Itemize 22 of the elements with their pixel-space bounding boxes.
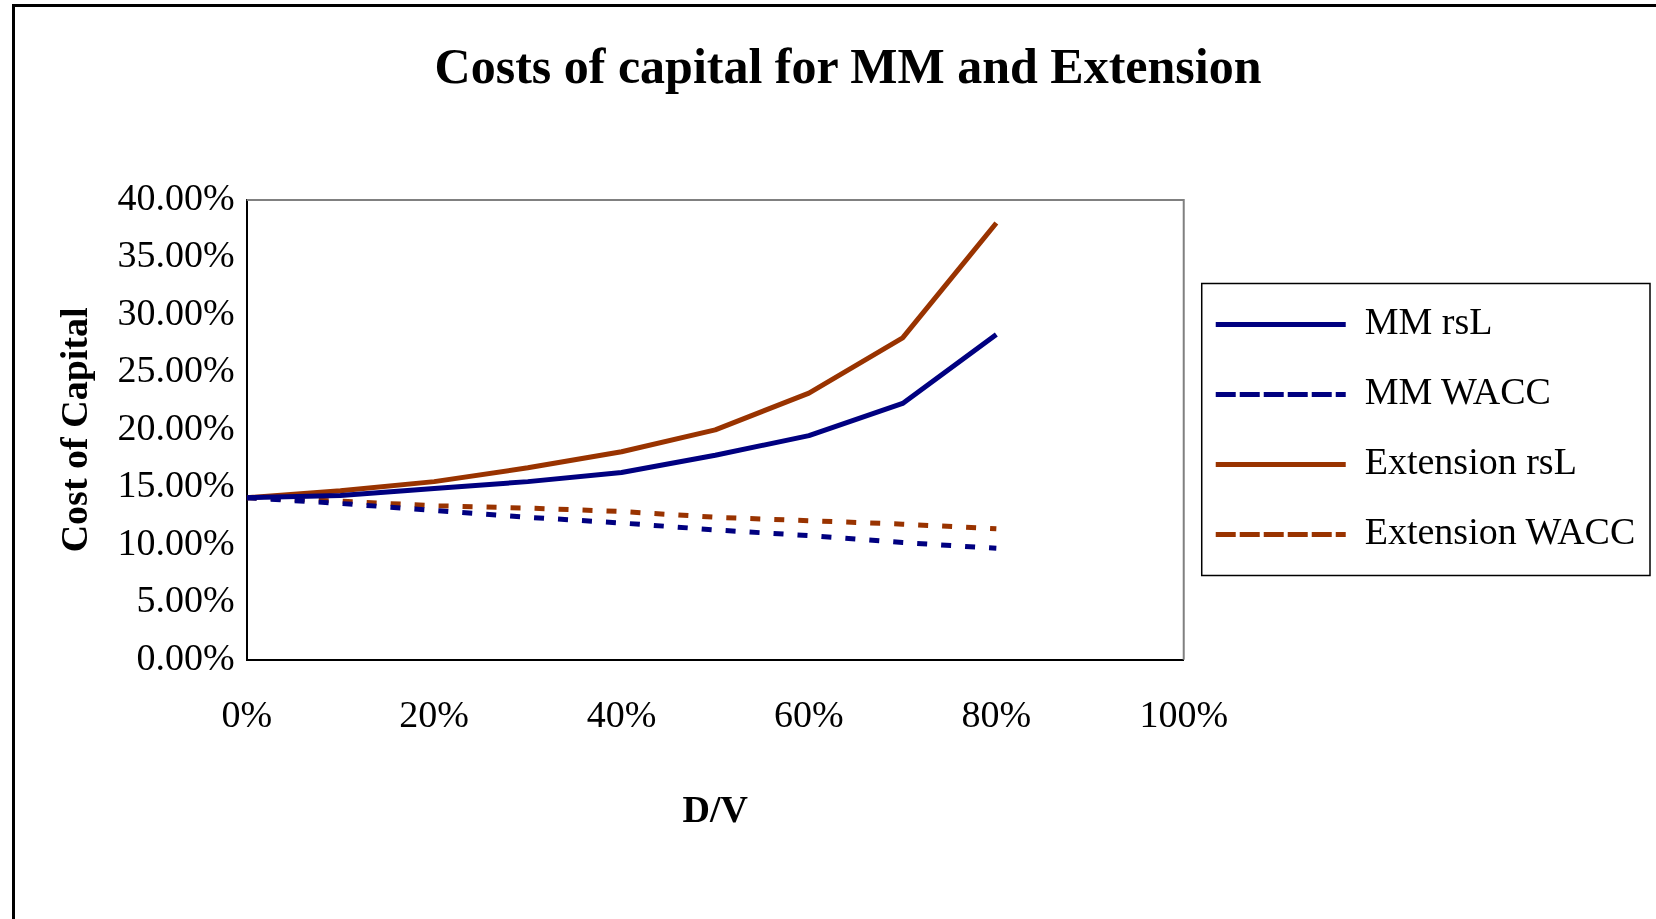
y-tick-label: 15.00%	[117, 463, 235, 506]
y-tick-label: 30.00%	[117, 290, 235, 333]
x-tick-label: 60%	[774, 692, 844, 735]
chart-title: Costs of capital for MM and Extension	[434, 37, 1262, 94]
y-tick-label: 0.00%	[136, 635, 235, 678]
legend-label: Extension rsL	[1364, 440, 1577, 483]
y-tick-label: 5.00%	[136, 578, 235, 621]
x-tick-label: 40%	[586, 692, 657, 735]
legend-label: Extension WACC	[1364, 510, 1636, 553]
y-tick-label: 25.00%	[117, 348, 235, 391]
x-tick-label: 100%	[1139, 692, 1229, 735]
legend-label: MM rsL	[1364, 300, 1493, 343]
y-tick-label: 20.00%	[117, 405, 235, 448]
x-tick-label: 0%	[221, 692, 273, 735]
y-tick-label: 35.00%	[117, 233, 235, 276]
x-tick-label: 80%	[961, 692, 1032, 735]
y-tick-label: 40.00%	[117, 175, 235, 218]
legend-label: MM WACC	[1364, 370, 1551, 413]
y-axis-title: Cost of Capital	[52, 307, 95, 553]
x-tick-label: 20%	[399, 692, 469, 735]
y-tick-label: 10.00%	[117, 520, 235, 563]
x-axis-title: D/V	[682, 788, 749, 831]
